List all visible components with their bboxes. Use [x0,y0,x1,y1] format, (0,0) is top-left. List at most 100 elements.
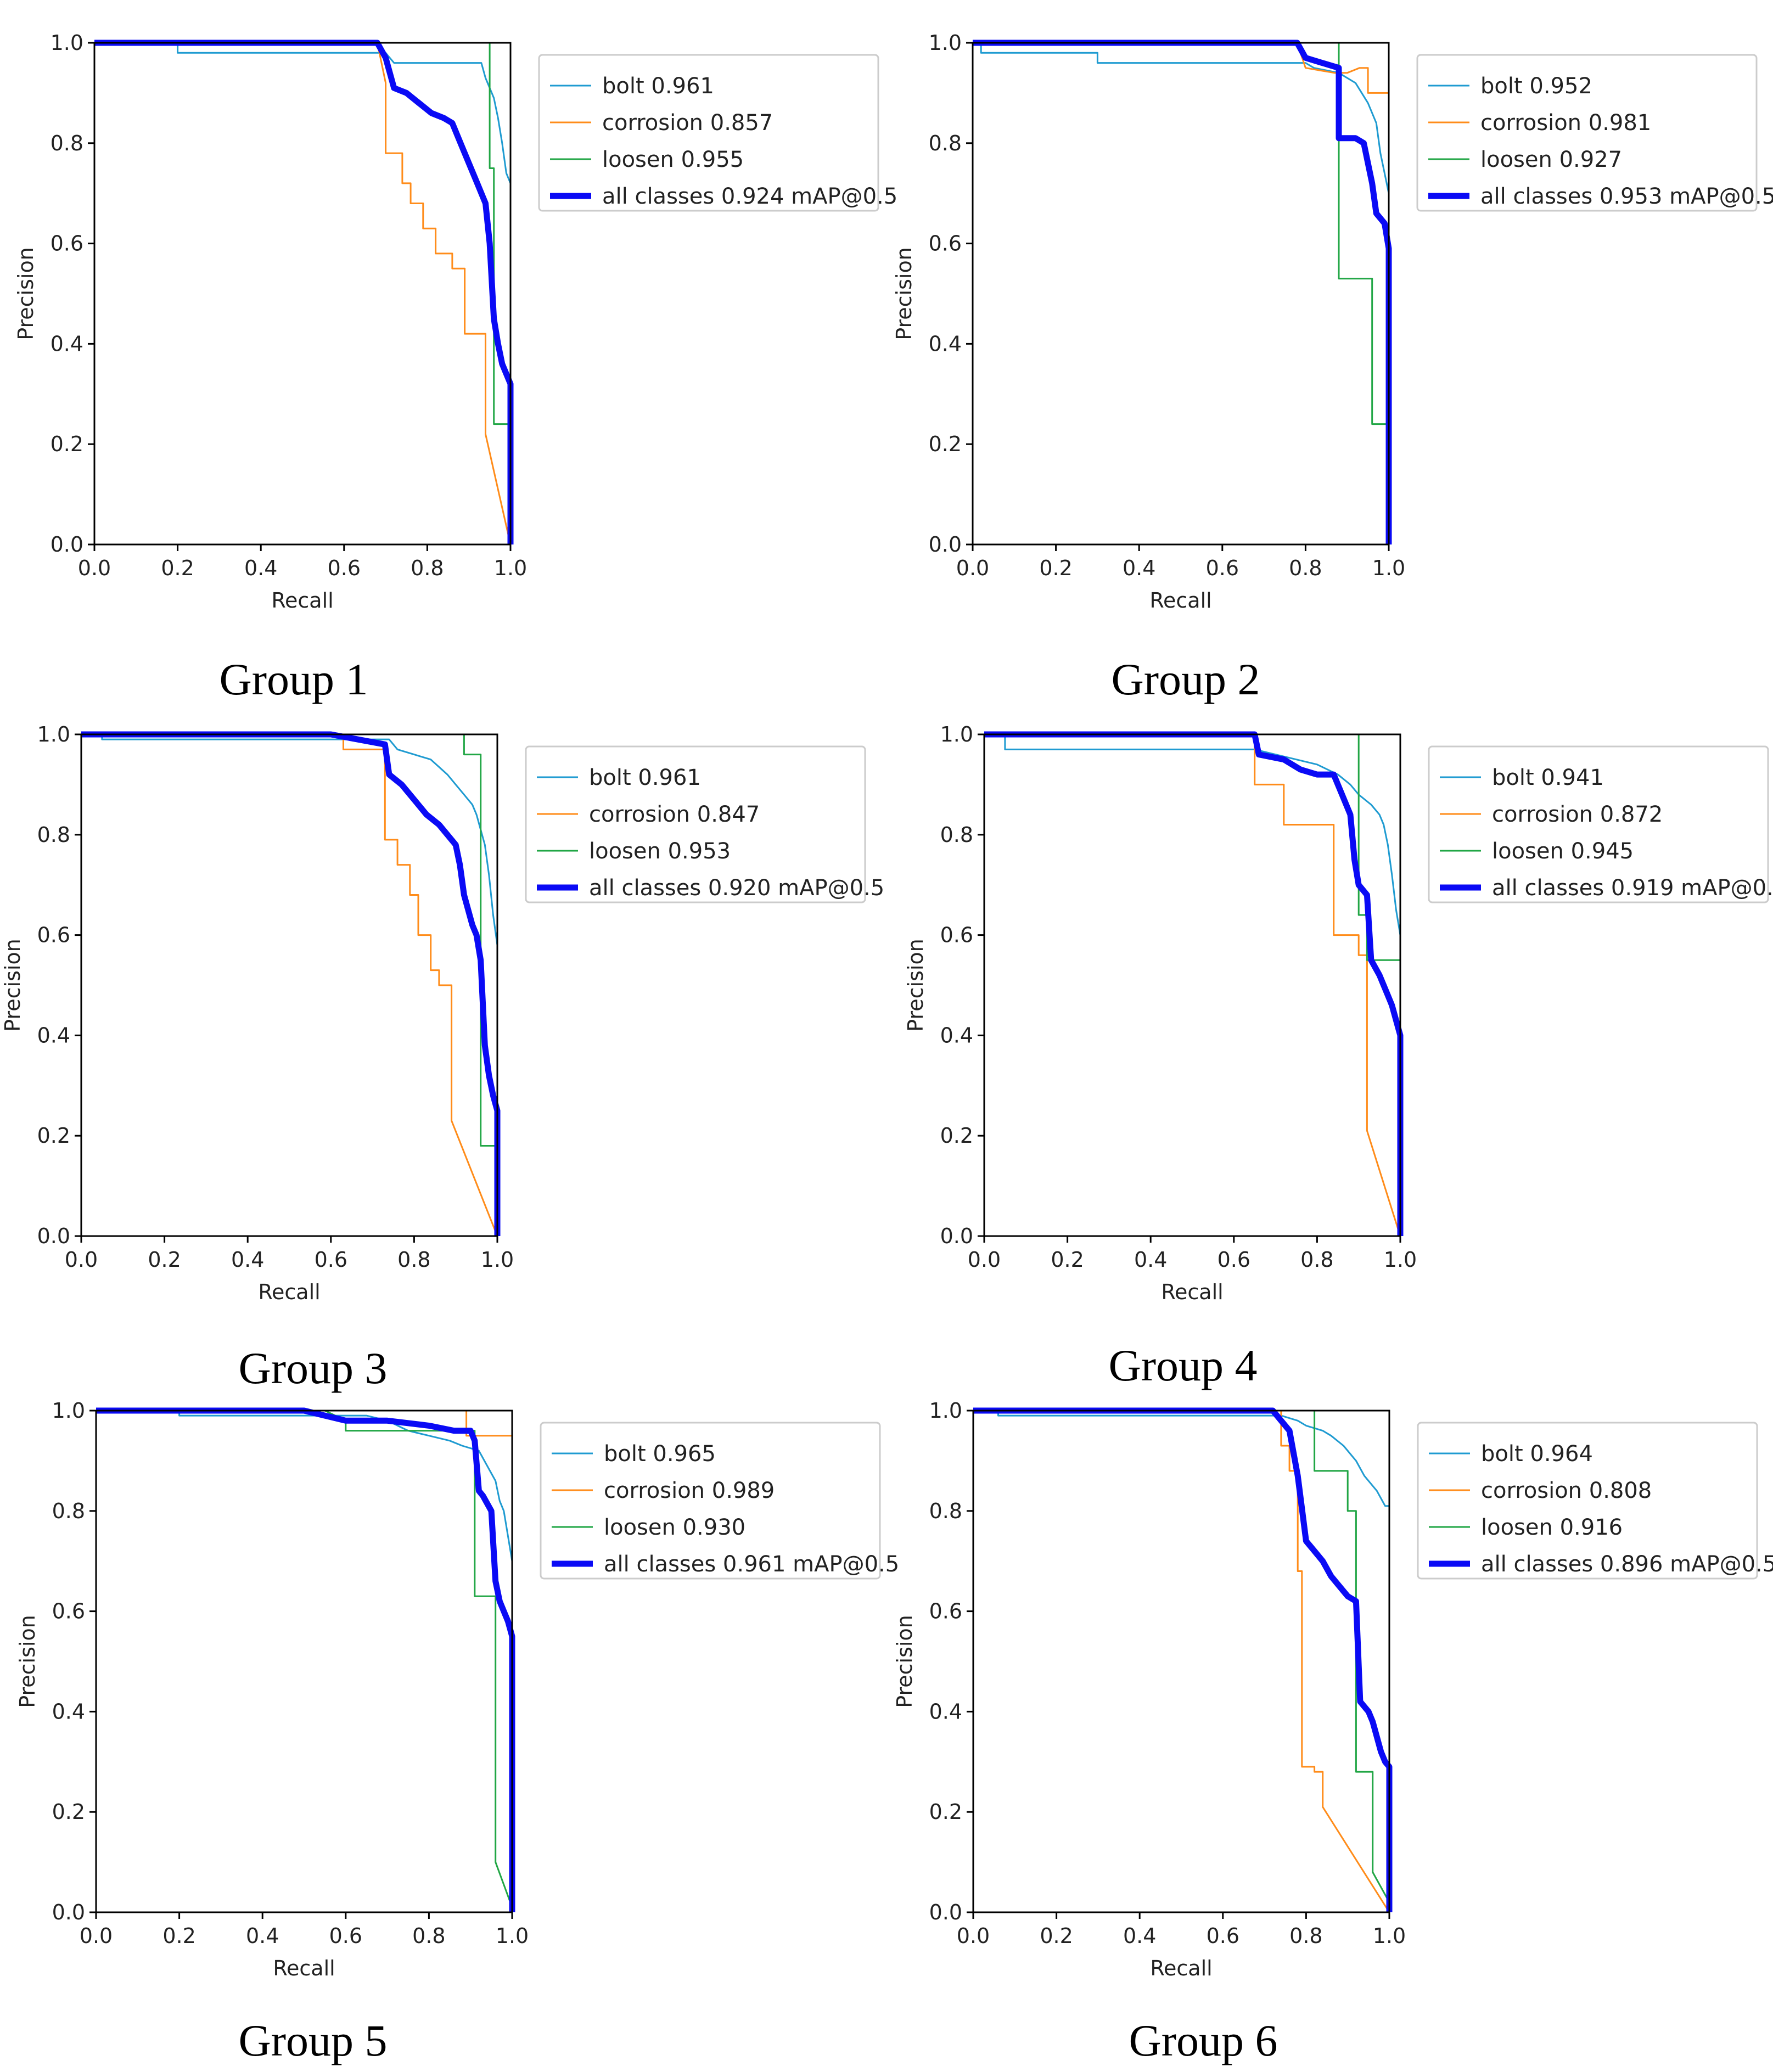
panel-3-series-group [81,731,501,1237]
panel-2-x-tick-label: 0.2 [1039,556,1072,580]
panel-2-x-tick-label: 0.6 [1206,556,1239,580]
panel-4-series-corrosion-line [984,733,1401,1237]
panel-4-x-tick-label: 0.4 [1134,1248,1167,1272]
panel-1-y-tick-label: 0.2 [51,432,83,456]
panel-2-legend-label-all: all classes 0.953 mAP@0.5 [1480,184,1773,209]
panel-3-series-corrosion-line [81,733,498,1237]
panel-3-y-tick-label: 0.0 [37,1224,70,1248]
panel-6-x-tick-label: 0.6 [1207,1924,1239,1948]
panel-6: 0.00.0 0.2 0.2 0.4 0.4 0.6 0.6 0.8 0.8 1.0 1.0 Reca… [893,1399,1773,2065]
panel-4-x-tick-label: 0.8 [1300,1248,1333,1272]
panel-3-x-tick-label: 0.2 [148,1248,181,1272]
panel-6-caption: Group 6 [1129,2015,1277,2065]
panel-1-legend-label-corrosion: corrosion 0.857 [602,110,773,136]
panel-1-y-tick-label: 0.4 [51,332,83,356]
panel-1-series-bolt-line [94,42,512,544]
panel-6-x-tick-label: 0.4 [1123,1924,1156,1948]
panel-4-x-tick-label: 1.0 [1384,1248,1417,1272]
panel-5-x-tick-label: 0.6 [329,1924,362,1948]
panel-4-series-loosen-line [984,733,1401,1236]
panel-4-y-tick-label: 0.8 [940,823,973,847]
panel-5-y-tick-label: 0.2 [52,1800,85,1824]
panel-5-y-tick-label: 0.4 [52,1699,85,1723]
panel-3-x-tick-label: 0.0 [65,1248,98,1272]
panel-3-x-axis-title: Recall [258,1280,320,1304]
panel-4-y-tick-label: 0.6 [940,923,973,947]
panel-2-y-tick-label: 0.6 [929,232,962,256]
panel-1-x-tick-label: 1.0 [494,556,527,580]
panel-1-legend-box [538,54,879,212]
panel-2-y-tick-label: 0.2 [929,432,962,456]
panel-6-x-tick-label: 0.8 [1289,1924,1322,1948]
panel-6-series-corrosion-line [973,1410,1390,1913]
panel-5-x-tick-label: 0.2 [162,1924,195,1948]
panel-2-series-loosen-line [973,42,1390,544]
panel-5-y-tick-label: 0.8 [52,1499,85,1523]
panel-5-legend-label-corrosion: corrosion 0.989 [604,1478,775,1503]
panel-2-y-tick-label: 1.0 [929,31,962,55]
panel-4-y-tick-label: 0.4 [940,1023,973,1047]
panel-3-legend-label-corrosion: corrosion 0.847 [589,802,760,827]
panel-1-x-tick-label: 0.6 [328,556,361,580]
panel-1-axes-frame [93,42,512,546]
panel-4-legend-label-all: all classes 0.919 mAP@0.5 [1492,875,1773,901]
panel-5-y-axis-title: Precision [15,1615,40,1708]
panel-3-axes-frame [80,733,498,1237]
panel-2-series-all-line [973,40,1392,544]
panel-3-legend-label-bolt: bolt 0.961 [589,765,701,790]
panel-5-y-tick-label: 0.0 [52,1900,85,1924]
panel-1-x-tick-label: 0.4 [244,556,277,580]
panel-2-legend-label-corrosion: corrosion 0.981 [1480,110,1651,136]
panel-1-y-axis-title: Precision [14,247,38,340]
panel-2-y-tick-label: 0.8 [929,131,962,155]
panel-5: 0.00.0 0.2 0.2 0.4 0.4 0.6 0.6 0.8 0.8 1.0 1.0 Reca… [15,1399,899,2065]
panel-1-series-group [94,40,514,545]
panel-4-y-tick-label: 1.0 [940,722,973,746]
panel-5-y-tick-label: 0.6 [52,1599,85,1624]
panel-6-x-tick-label: 0.0 [957,1924,990,1948]
panel-4: 0.00.0 0.2 0.2 0.4 0.4 0.6 0.6 0.8 0.8 1.0 1.0 Reca… [904,722,1773,1390]
panel-6-legend-box [1417,1422,1758,1580]
panel-1-y-tick-label: 0.0 [51,532,83,557]
panel-6-x-axis-title: Recall [1150,1956,1212,1980]
panel-5-series-corrosion-line [96,1410,513,1912]
panel-6-legend-label-all: all classes 0.896 mAP@0.5 [1481,1552,1773,1577]
panel-1-x-tick-label: 0.2 [161,556,194,580]
panel-4-legend-box [1428,745,1769,903]
panel-6-y-tick-label: 0.0 [929,1900,962,1924]
panel-2-caption: Group 2 [1111,654,1260,704]
panel-6-y-tick-label: 0.8 [929,1499,962,1523]
panel-6-y-tick-label: 0.6 [929,1599,962,1624]
panel-2-x-tick-label: 0.4 [1123,556,1155,580]
panel-4-caption: Group 4 [1108,1340,1257,1390]
panel-3-x-tick-label: 0.6 [315,1248,347,1272]
panel-3: 0.00.0 0.2 0.2 0.4 0.4 0.6 0.6 0.8 0.8 1.0 1.0 Reca… [1,722,884,1393]
panel-5-series-all-line [96,1407,515,1912]
panel-4-legend-label-bolt: bolt 0.941 [1492,765,1604,790]
panel-5-series-loosen-line [96,1410,513,1908]
panel-5-axes-frame [95,1410,513,1913]
panel-1-caption: Group 1 [219,654,368,704]
panel-4-x-tick-label: 0.6 [1217,1248,1250,1272]
panel-1-x-tick-label: 0.0 [78,556,111,580]
panel-2-series-bolt-line [973,42,1390,544]
panel-5-legend-label-bolt: bolt 0.965 [604,1441,716,1467]
panel-4-axes-frame [983,733,1401,1237]
panel-6-x-tick-label: 1.0 [1373,1924,1406,1948]
panel-5-caption: Group 5 [238,2015,387,2065]
panel-4-series-group [984,731,1404,1237]
panel-3-x-tick-label: 0.8 [397,1248,430,1272]
panel-2-axes-frame [972,42,1390,546]
panel-2-x-tick-label: 0.8 [1289,556,1322,580]
panel-1-legend-label-all: all classes 0.924 mAP@0.5 [602,184,897,209]
panel-3-y-tick-label: 0.4 [37,1023,70,1047]
panel-3-series-loosen-line [81,733,498,1236]
panel-3-caption: Group 3 [238,1343,387,1393]
panel-4-y-tick-label: 0.2 [940,1124,973,1148]
panel-1-y-tick-label: 0.6 [51,232,83,256]
panel-2-legend-label-loosen: loosen 0.927 [1480,147,1622,172]
panel-2-series-corrosion-line [973,42,1390,544]
panel-6-series-bolt-line [973,1410,1390,1912]
panel-1-x-axis-title: Recall [271,588,333,613]
panel-5-x-tick-label: 0.4 [246,1924,279,1948]
